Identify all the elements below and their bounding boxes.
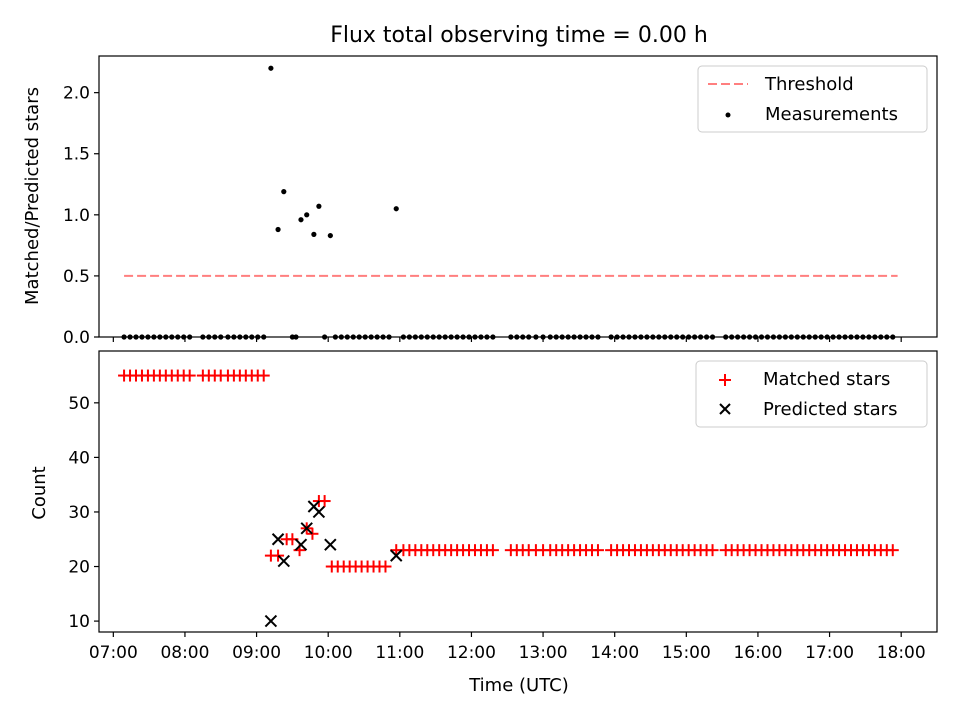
measurement-point <box>268 65 274 71</box>
measurement-point <box>275 226 281 233</box>
bottom-y-axis: 10 20 30 40 50 <box>68 394 99 632</box>
x-tick-label: 10:00 <box>304 643 353 663</box>
bottom-y-tick-label: 20 <box>68 558 90 578</box>
predicted-star-point <box>390 549 403 562</box>
matched-star-point <box>706 544 719 557</box>
matched-star-point <box>379 560 392 573</box>
predicted-star-point <box>300 522 313 535</box>
predicted-star-point <box>271 533 285 546</box>
top-y-tick-label: 0.0 <box>63 328 90 348</box>
measurement-point <box>316 203 322 209</box>
matched-legend-swatch <box>719 374 731 386</box>
matched-star-point <box>390 544 403 557</box>
predicted-star-point <box>277 554 290 568</box>
x-tick-label: 13:00 <box>519 643 568 663</box>
bottom-plot-area <box>118 369 899 628</box>
top-legend: Threshold Measurements <box>697 65 928 133</box>
figure-title: Flux total observing time = 0.00 h <box>330 23 708 48</box>
measurement-point <box>281 189 287 195</box>
measurement-point <box>311 231 317 237</box>
bottom-y-tick-label: 40 <box>68 448 90 468</box>
matched-star-point <box>486 544 499 557</box>
top-axes-frame <box>98 55 938 338</box>
matched-star-point <box>886 544 899 557</box>
predicted-legend-label: Predicted stars <box>763 399 897 420</box>
threshold-legend-label: Threshold <box>764 74 854 95</box>
x-tick-label: 12:00 <box>447 643 496 663</box>
measurements-legend-swatch <box>725 112 731 118</box>
top-y-tick-label: 2.0 <box>63 84 90 104</box>
predicted-star-point <box>294 538 308 551</box>
predicted-star-point <box>264 614 278 628</box>
top-y-axis: 0.0 0.5 1.0 1.5 2.0 <box>63 84 902 348</box>
x-tick-label: 07:00 <box>89 643 138 663</box>
matched-star-point <box>318 495 331 508</box>
bottom-y-tick-label: 50 <box>68 394 90 414</box>
matched-star-point <box>257 369 270 382</box>
matched-star-point <box>272 549 285 562</box>
bottom-y-tick-label: 10 <box>68 612 90 632</box>
matched-star-point <box>591 544 604 557</box>
x-tick-label: 17:00 <box>805 643 854 663</box>
top-panel: 0.00.51.01.52.0 Matched/Predicted stars … <box>22 55 938 348</box>
top-y-tick-label: 1.5 <box>63 145 90 165</box>
matched-star-point <box>306 527 319 540</box>
x-tick-label: 14:00 <box>590 643 639 663</box>
matched-star-point <box>183 369 196 382</box>
x-tick-label: 11:00 <box>375 643 424 663</box>
x-axis-label: Time (UTC) <box>468 675 569 696</box>
bottom-x-axis: 07:00 08:00 09:00 10:00 11:00 12:00 13:00 14:00… <box>89 632 926 663</box>
top-legend-box <box>697 65 928 133</box>
bottom-axes-frame <box>98 350 938 633</box>
bottom-y-tick-label: 30 <box>68 503 90 523</box>
x-tick-label: 18:00 <box>877 643 926 663</box>
x-tick-label: 16:00 <box>733 643 782 663</box>
top-y-axis-label: Matched/Predicted stars <box>22 87 43 305</box>
predicted-star-point <box>312 505 326 519</box>
measurements-legend-label: Measurements <box>765 104 898 125</box>
predicted-star-point <box>324 538 337 551</box>
x-tick-label: 09:00 <box>232 643 281 663</box>
measurement-point <box>298 217 304 223</box>
x-tick-label: 15:00 <box>662 643 711 663</box>
bottom-legend-box <box>695 360 928 428</box>
measurement-point <box>393 206 399 212</box>
measurement-point <box>304 212 310 218</box>
bottom-panel: 10 20 30 40 50 07:00 08:00 09:00 10:00 11:00 12:0… <box>29 350 938 696</box>
predicted-legend-swatch <box>719 403 731 415</box>
x-tick-label: 08:00 <box>160 643 209 663</box>
bottom-legend: Matched stars Predicted stars <box>695 360 928 428</box>
top-y-tick-label: 0.5 <box>63 267 90 287</box>
top-y-tick-label: 1.0 <box>63 206 90 226</box>
measurement-point <box>327 232 333 239</box>
bottom-y-axis-label: Count <box>29 466 50 519</box>
matched-legend-label: Matched stars <box>763 369 890 390</box>
